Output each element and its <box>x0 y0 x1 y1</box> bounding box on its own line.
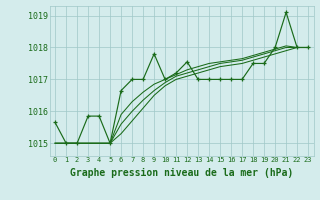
X-axis label: Graphe pression niveau de la mer (hPa): Graphe pression niveau de la mer (hPa) <box>70 168 293 178</box>
